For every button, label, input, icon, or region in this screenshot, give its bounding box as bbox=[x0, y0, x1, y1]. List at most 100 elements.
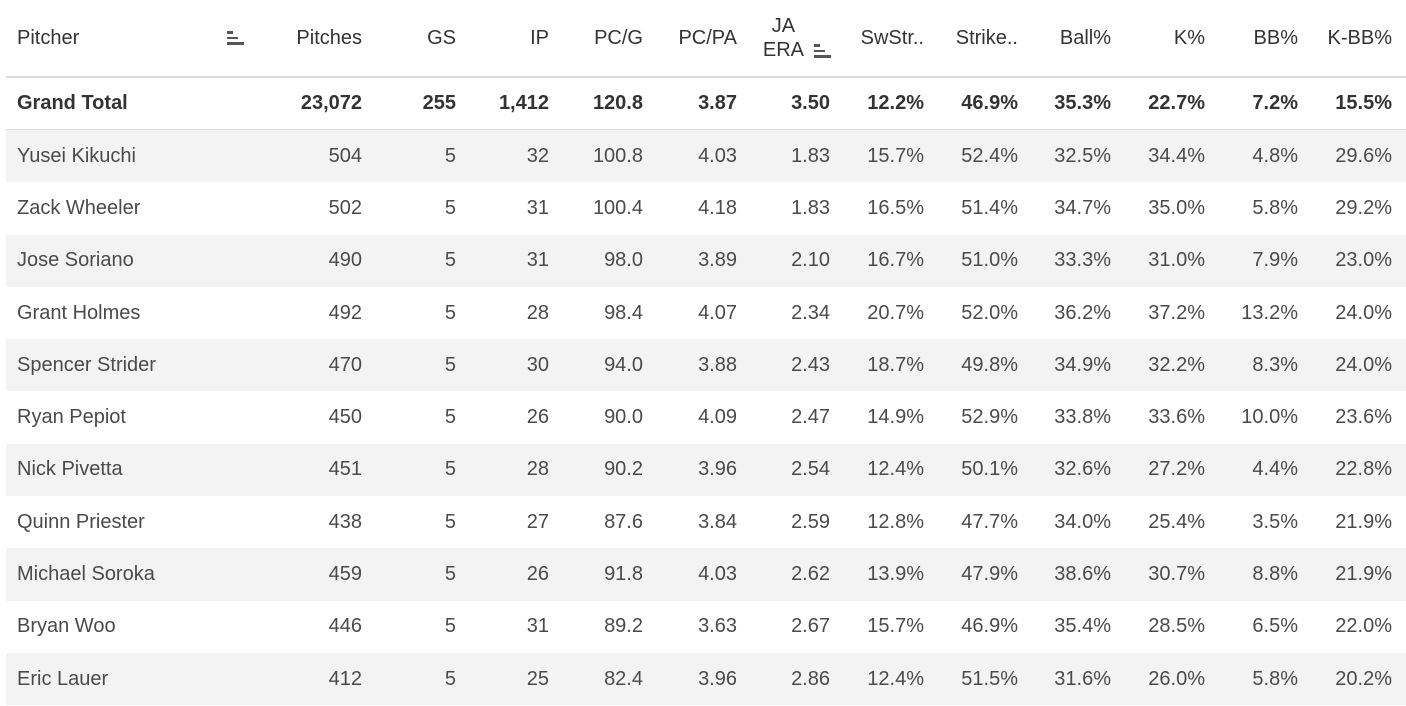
header-ja-era[interactable]: JA ERA bbox=[737, 14, 832, 62]
cell-ip: 28 bbox=[526, 458, 549, 481]
header-pc-per-game[interactable]: PC/G bbox=[594, 26, 643, 49]
cell-pitches: 438 bbox=[328, 510, 362, 533]
header-pitcher-label: Pitcher bbox=[17, 26, 80, 49]
cell-gs: 5 bbox=[444, 563, 456, 586]
cell-bb: 8.3% bbox=[1252, 353, 1298, 376]
table-row[interactable]: Michael Soroka 459 5 26 91.8 4.03 2.62 1… bbox=[6, 548, 1406, 601]
sort-descending-icon[interactable] bbox=[227, 30, 245, 46]
cell-pitches: 450 bbox=[328, 406, 362, 429]
cell-swstr: 16.7% bbox=[867, 249, 924, 272]
cell-era: 2.34 bbox=[791, 301, 830, 324]
cell-swstr: 12.2% bbox=[867, 92, 924, 114]
header-ball-pct[interactable]: Ball% bbox=[1059, 26, 1111, 49]
table-row[interactable]: Ryan Pepiot 450 5 26 90.0 4.09 2.47 14.9… bbox=[6, 391, 1406, 444]
table-row[interactable]: Yusei Kikuchi 504 5 32 100.8 4.03 1.83 1… bbox=[6, 130, 1406, 183]
cell-pitcher: Bryan Woo bbox=[17, 615, 116, 638]
cell-strike: 51.5% bbox=[961, 667, 1018, 690]
table-row[interactable]: Eric Lauer 412 5 25 82.4 3.96 2.86 12.4%… bbox=[6, 652, 1406, 706]
cell-gs: 5 bbox=[444, 301, 456, 324]
cell-gs: 255 bbox=[422, 92, 456, 114]
cell-strike: 47.7% bbox=[961, 510, 1018, 533]
sort-ascending-icon[interactable] bbox=[814, 43, 832, 59]
cell-pitcher: Ryan Pepiot bbox=[17, 406, 126, 429]
header-ja-era-line1: JA bbox=[771, 15, 796, 37]
cell-strike: 49.8% bbox=[961, 353, 1018, 376]
cell-gs: 5 bbox=[444, 458, 456, 481]
cell-ip: 27 bbox=[526, 510, 549, 533]
cell-ball: 35.3% bbox=[1054, 92, 1111, 114]
cell-kbb: 24.0% bbox=[1335, 353, 1392, 376]
cell-bb: 5.8% bbox=[1252, 196, 1298, 219]
cell-era: 2.10 bbox=[791, 249, 830, 272]
cell-swstr: 18.7% bbox=[867, 353, 924, 376]
table-header: Pitcher Pitches GS IP PC/G PC/PA JA ERA … bbox=[6, 0, 1406, 78]
header-swstr[interactable]: SwStr.. bbox=[860, 26, 924, 49]
cell-pitches: 490 bbox=[328, 249, 362, 272]
cell-k: 37.2% bbox=[1148, 301, 1205, 324]
header-k-pct[interactable]: K% bbox=[1173, 26, 1205, 49]
cell-ball: 34.0% bbox=[1054, 510, 1111, 533]
cell-strike: 46.9% bbox=[961, 92, 1018, 114]
cell-ip: 1,412 bbox=[498, 92, 549, 114]
cell-ip: 31 bbox=[526, 249, 549, 272]
cell-bb: 10.0% bbox=[1241, 406, 1298, 429]
cell-ball: 33.8% bbox=[1054, 406, 1111, 429]
cell-bb: 7.2% bbox=[1252, 92, 1298, 114]
cell-ip: 26 bbox=[526, 406, 549, 429]
header-ip[interactable]: IP bbox=[530, 26, 549, 49]
header-pitcher[interactable]: Pitcher bbox=[6, 27, 278, 50]
header-pitches[interactable]: Pitches bbox=[296, 26, 362, 49]
cell-era: 2.59 bbox=[791, 510, 830, 533]
cell-bb: 8.8% bbox=[1252, 563, 1298, 586]
cell-gs: 5 bbox=[444, 667, 456, 690]
cell-ball: 38.6% bbox=[1054, 563, 1111, 586]
header-bb-pct[interactable]: BB% bbox=[1253, 26, 1298, 49]
cell-era: 1.83 bbox=[791, 144, 830, 167]
cell-era: 2.43 bbox=[791, 353, 830, 376]
header-ja-era-line2: ERA bbox=[762, 39, 804, 61]
grand-total-row[interactable]: Grand Total 23,072 255 1,412 120.8 3.87 … bbox=[6, 78, 1406, 130]
cell-ball: 34.9% bbox=[1054, 353, 1111, 376]
header-pc-per-pa[interactable]: PC/PA bbox=[678, 26, 737, 49]
cell-k: 22.7% bbox=[1148, 92, 1205, 114]
table-row[interactable]: Quinn Priester 438 5 27 87.6 3.84 2.59 1… bbox=[6, 496, 1406, 549]
cell-kbb: 21.9% bbox=[1335, 563, 1392, 586]
cell-bb: 4.4% bbox=[1252, 458, 1298, 481]
cell-pcpa: 3.84 bbox=[698, 510, 737, 533]
cell-k: 33.6% bbox=[1148, 406, 1205, 429]
cell-pcg: 98.0 bbox=[604, 249, 643, 272]
cell-bb: 6.5% bbox=[1252, 615, 1298, 638]
cell-pcpa: 4.09 bbox=[698, 406, 737, 429]
cell-swstr: 15.7% bbox=[867, 615, 924, 638]
cell-kbb: 29.6% bbox=[1335, 144, 1392, 167]
cell-pitcher: Zack Wheeler bbox=[17, 196, 141, 219]
cell-swstr: 14.9% bbox=[867, 406, 924, 429]
cell-pcpa: 3.96 bbox=[698, 667, 737, 690]
cell-kbb: 15.5% bbox=[1335, 92, 1392, 114]
cell-strike: 47.9% bbox=[961, 563, 1018, 586]
header-gs[interactable]: GS bbox=[427, 26, 456, 49]
header-strike[interactable]: Strike.. bbox=[955, 26, 1018, 49]
grand-total-label: Grand Total bbox=[17, 92, 128, 114]
table-row[interactable]: Grant Holmes 492 5 28 98.4 4.07 2.34 20.… bbox=[6, 286, 1406, 340]
cell-pitcher: Grant Holmes bbox=[17, 301, 141, 324]
cell-pcg: 87.6 bbox=[604, 510, 643, 533]
cell-strike: 46.9% bbox=[961, 615, 1018, 638]
table-row[interactable]: Jose Soriano 490 5 31 98.0 3.89 2.10 16.… bbox=[6, 234, 1406, 287]
cell-ball: 34.7% bbox=[1054, 196, 1111, 219]
table-row[interactable]: Spencer Strider 470 5 30 94.0 3.88 2.43 … bbox=[6, 339, 1406, 392]
cell-swstr: 12.8% bbox=[867, 510, 924, 533]
cell-pitches: 451 bbox=[328, 458, 362, 481]
table-row[interactable]: Bryan Woo 446 5 31 89.2 3.63 2.67 15.7% … bbox=[6, 600, 1406, 653]
table-row[interactable]: Zack Wheeler 502 5 31 100.4 4.18 1.83 16… bbox=[6, 182, 1406, 235]
cell-gs: 5 bbox=[444, 615, 456, 638]
cell-bb: 13.2% bbox=[1241, 301, 1298, 324]
cell-k: 25.4% bbox=[1148, 510, 1205, 533]
cell-era: 2.67 bbox=[791, 615, 830, 638]
table-row[interactable]: Nick Pivetta 451 5 28 90.2 3.96 2.54 12.… bbox=[6, 443, 1406, 497]
cell-pitches: 492 bbox=[328, 301, 362, 324]
cell-strike: 52.4% bbox=[961, 144, 1018, 167]
header-k-bb-pct[interactable]: K-BB% bbox=[1327, 26, 1392, 49]
cell-swstr: 15.7% bbox=[867, 144, 924, 167]
cell-era: 3.50 bbox=[791, 92, 830, 114]
